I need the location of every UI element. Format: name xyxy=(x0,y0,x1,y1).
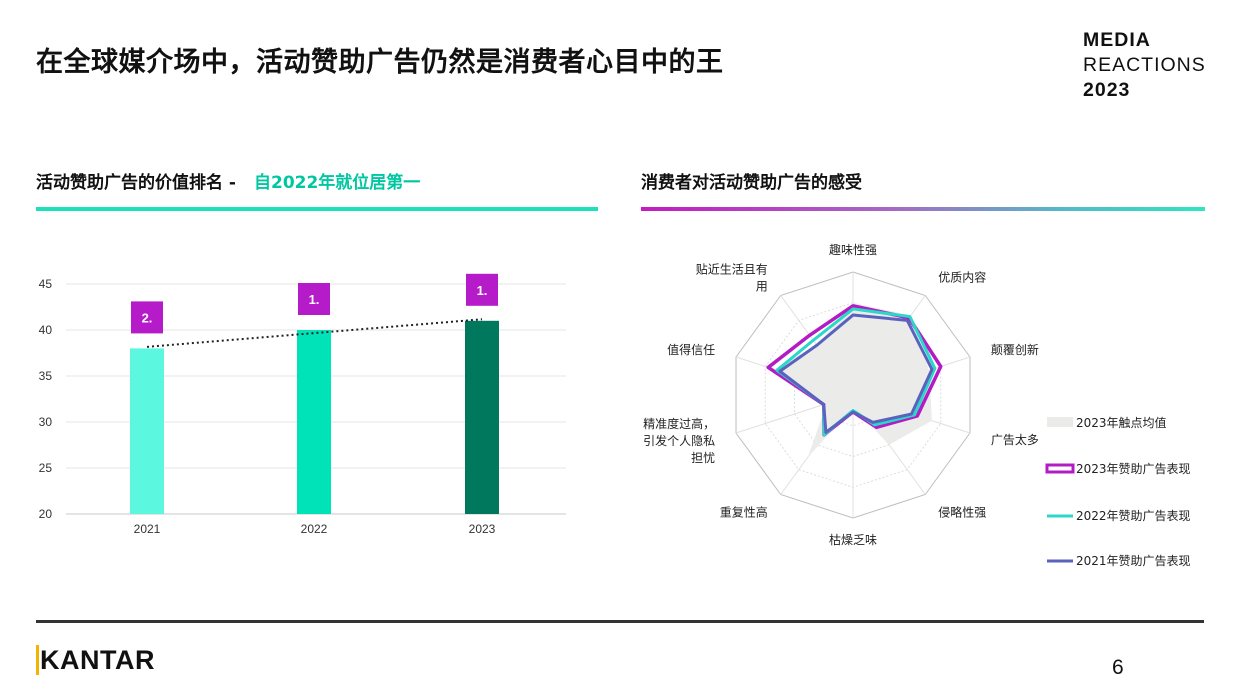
bar-chart: 20 25 30 35 40 45 2021 2. 2022 1. 2023 1. xyxy=(39,273,566,536)
legend-label: 2021年赞助广告表现 xyxy=(1076,554,1191,568)
radar-axis-label: 精准度过高，引发个人隐私担忧 xyxy=(643,416,715,465)
rank-badge-label: 1. xyxy=(309,292,320,307)
kantar-logo-text: KANTAR xyxy=(36,645,155,675)
legend-label: 2023年赞助广告表现 xyxy=(1076,462,1191,476)
y-tick-label: 45 xyxy=(39,277,53,291)
radar-axis-label: 广告太多 xyxy=(991,432,1039,447)
bar-2022 xyxy=(297,330,331,514)
rank-badge-label: 2. xyxy=(142,310,153,325)
left-section-title: 活动赞助广告的价值排名 - xyxy=(36,173,236,193)
right-section-divider xyxy=(641,207,1205,211)
radar-axis-label: 重复性高 xyxy=(720,504,768,519)
x-tick-label: 2021 xyxy=(134,522,161,536)
media-reactions-brand: MEDIA REACTIONS 2023 xyxy=(1083,28,1206,103)
trendline xyxy=(146,318,483,348)
page-title: 在全球媒介场中，活动赞助广告仍然是消费者心目中的王 xyxy=(36,47,724,78)
radar-series-line xyxy=(775,307,937,437)
kantar-logo: KANTAR xyxy=(36,645,155,676)
y-tick-label: 30 xyxy=(39,415,53,429)
bar-2021 xyxy=(130,348,164,514)
brand-line-3: 2023 xyxy=(1083,79,1131,101)
right-section-title: 消费者对活动赞助广告的感受 xyxy=(641,173,862,193)
rank-badge xyxy=(131,301,163,334)
legend-label: 2022年赞助广告表现 xyxy=(1076,509,1191,523)
legend-swatch xyxy=(1047,417,1073,427)
radar-axis-label: 颠覆创新 xyxy=(991,342,1039,357)
radar-series-line xyxy=(778,313,934,434)
x-tick-label: 2023 xyxy=(469,522,496,536)
radar-axis-label: 优质内容 xyxy=(938,270,986,285)
bar-2023 xyxy=(465,320,499,514)
radar-axis-label: 值得信任 xyxy=(667,342,715,357)
y-tick-label: 20 xyxy=(39,507,53,521)
legend-label: 2023年触点均值 xyxy=(1076,415,1167,430)
brand-line-1: MEDIA xyxy=(1083,29,1151,51)
left-section-heading: 活动赞助广告的价值排名 - 自2022年就位居第一 xyxy=(36,168,420,193)
rank-badge xyxy=(298,283,330,315)
left-section-accent: 自2022年就位居第一 xyxy=(253,173,421,193)
y-tick-label: 40 xyxy=(39,323,53,337)
y-tick-label: 25 xyxy=(39,461,53,475)
x-tick-label: 2022 xyxy=(301,522,328,536)
brand-line-2: REACTIONS xyxy=(1083,54,1206,76)
footer-divider xyxy=(36,620,1204,623)
radar-axis-label: 枯燥乏味 xyxy=(829,532,877,547)
rank-badge-label: 1. xyxy=(477,283,488,298)
legend-swatch xyxy=(1045,463,1075,474)
radar-axis-label: 贴近生活且有用 xyxy=(696,263,768,294)
page-number: 6 xyxy=(1112,656,1124,679)
y-tick-label: 35 xyxy=(39,369,53,383)
left-section-divider xyxy=(36,207,598,211)
radar-axis-label: 趣味性强 xyxy=(829,242,877,257)
radar-axis-label: 侵略性强 xyxy=(938,504,986,519)
rank-badge xyxy=(466,273,498,306)
